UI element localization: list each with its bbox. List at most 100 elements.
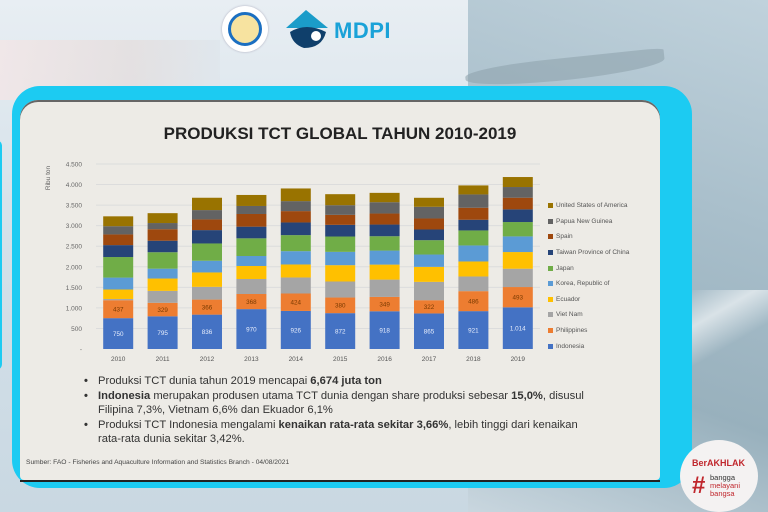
bar-segment	[414, 229, 444, 241]
y-tick-label: 4.000	[66, 182, 83, 189]
x-tick-label: 2014	[289, 356, 304, 363]
bar-segment	[414, 281, 444, 301]
bar-segment	[103, 300, 134, 319]
x-tick-label: 2017	[422, 356, 437, 363]
legend-label: Korea, Republic of	[556, 280, 610, 288]
bar-segment	[369, 264, 400, 280]
bar-segment	[414, 218, 444, 230]
bar-segment	[280, 264, 311, 278]
bullet-text: Produksi TCT dunia tahun 2019 mencapai	[98, 375, 311, 387]
legend-item: United States of America	[548, 198, 658, 214]
bar-segment	[369, 311, 400, 349]
y-tick-label: 3.000	[66, 223, 83, 230]
bullet-text: , disusul Filipina 7,3%, Vietnam 6,6% da…	[98, 389, 584, 417]
y-tick-label: 1.500	[66, 285, 83, 292]
legend-item: Ecuador	[548, 292, 658, 308]
bar-segment	[280, 277, 311, 294]
bar-segment	[325, 224, 356, 237]
bar-segment	[103, 318, 134, 349]
y-tick-label: 2.500	[66, 244, 83, 251]
bar-segment	[325, 205, 356, 215]
bar-segment	[280, 222, 311, 236]
stacked-bar-chart: - 500 1.000 1.500 2.000 2.500 3.000 3.500 4.000 4…	[45, 162, 540, 363]
bullet-item: Produksi TCT dunia tahun 2019 mencapai 6…	[82, 374, 602, 389]
legend-swatch	[548, 234, 553, 240]
legend-swatch	[548, 281, 553, 287]
data-label: 921	[468, 327, 479, 334]
x-tick-label: 2019	[511, 356, 526, 363]
legend-label: Taiwan Province of China	[556, 249, 630, 257]
bar-segment	[502, 307, 533, 349]
bar-segment	[236, 293, 267, 310]
bar-segment	[414, 254, 444, 267]
bar-segment	[458, 311, 489, 349]
bar-segment	[280, 188, 311, 202]
bar-segment	[502, 177, 533, 188]
bar-segment	[502, 287, 533, 308]
bar-segment	[414, 266, 444, 282]
legend-swatch	[548, 296, 553, 302]
data-label: 366	[202, 304, 213, 311]
legend-swatch	[548, 265, 553, 271]
bar-segment	[280, 235, 311, 252]
bar-segment	[103, 226, 134, 235]
legend-item: Korea, Republic of	[548, 276, 658, 292]
bar-segment	[369, 236, 400, 251]
y-tick-label: 4.500	[66, 162, 83, 169]
bar-segment	[369, 279, 400, 297]
data-label: 424	[291, 300, 302, 307]
bar-segment	[369, 250, 400, 265]
bar-segment	[236, 194, 267, 206]
badge-line: bangsa	[710, 489, 735, 498]
data-label: 368	[246, 299, 257, 306]
bullet-text: merupakan produsen utama TCT dunia denga…	[150, 389, 512, 402]
bar-segment	[192, 299, 222, 315]
legend-item: Taiwan Province of China	[548, 245, 658, 261]
bullet-bold-text: kenaikan rata-rata sekitar 3,66%	[278, 418, 449, 431]
bullet-text: Produksi TCT Indonesia mengalami	[98, 418, 279, 431]
legend-swatch	[548, 312, 553, 318]
y-axis-label: Ribu ton	[45, 166, 52, 191]
bar-segment	[147, 316, 178, 349]
bar-segment	[325, 297, 356, 314]
mdpi-logo: MDPI	[282, 8, 412, 50]
bar-segment	[502, 236, 533, 253]
mdpi-logo-text: MDPI	[334, 18, 391, 43]
bar-segment	[325, 281, 356, 298]
data-label: 865	[424, 329, 435, 336]
legend-label: Ecuador	[556, 295, 581, 303]
data-label: 349	[379, 301, 390, 308]
legend-item: Spain	[548, 229, 658, 245]
bar-segment	[192, 272, 222, 287]
legend-label: Papua New Guinea	[556, 217, 613, 225]
bar-segment	[369, 296, 400, 312]
legend-label: Japan	[556, 264, 574, 272]
bar-segment	[103, 289, 134, 299]
legend-swatch	[548, 218, 553, 224]
bar-segment	[458, 194, 489, 208]
bar-segment	[325, 313, 356, 349]
x-tick-label: 2012	[200, 356, 215, 363]
y-tick-label: 2.000	[66, 264, 83, 271]
bullet-text: , lebih tinggi dari kenaikan rata-rata d…	[98, 418, 578, 446]
bar-segment	[147, 268, 178, 279]
hashtag-icon: #	[692, 472, 706, 499]
legend-label: Viet Nam	[556, 311, 583, 319]
data-label: 872	[335, 328, 346, 335]
bar-segment	[458, 207, 489, 220]
bar-segment	[369, 213, 400, 225]
data-label: 918	[379, 327, 390, 334]
bar-segment	[236, 238, 267, 257]
bar-segment	[147, 240, 178, 253]
legend-swatch	[548, 343, 553, 349]
bar-segment	[236, 205, 267, 214]
bar-segment	[502, 187, 533, 198]
bar-segment	[280, 251, 311, 265]
bar-segment	[103, 257, 134, 278]
bar-segment	[192, 210, 222, 220]
bar-segment	[325, 236, 356, 252]
bullet-bold-text: 15,0%	[511, 389, 543, 402]
bar-segment	[502, 222, 533, 237]
source-note: Sumber: FAO - Fisheries and Aquaculture …	[26, 459, 290, 466]
slide: PRODUKSI TCT GLOBAL TAHUN 2010-2019 - 500…	[20, 100, 660, 480]
